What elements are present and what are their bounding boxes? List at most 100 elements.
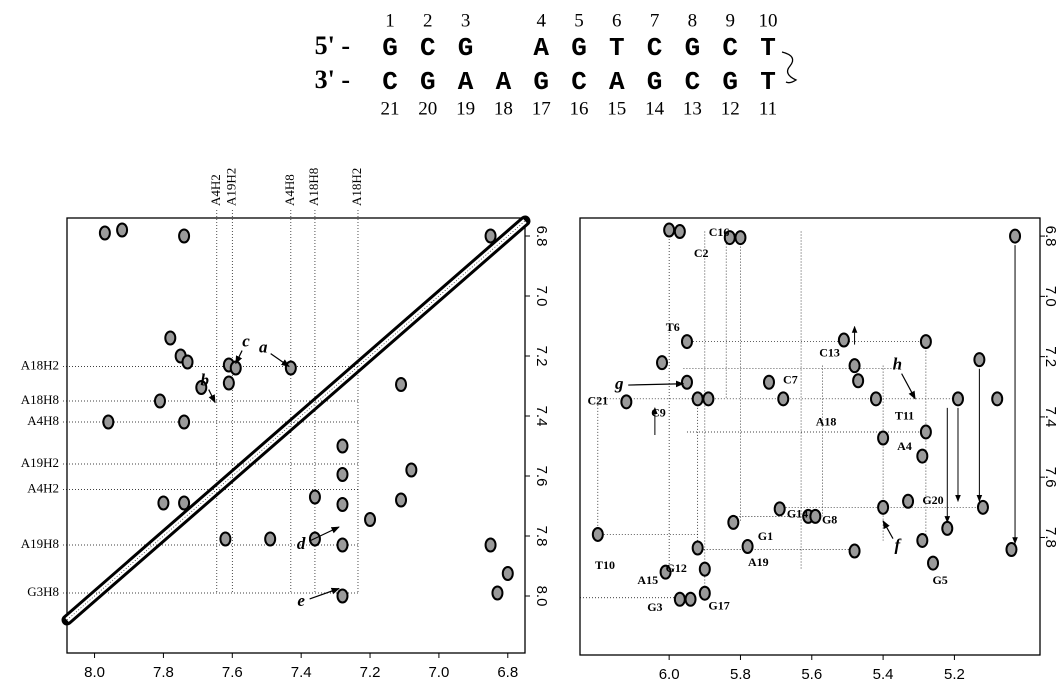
cross-peak (921, 335, 931, 348)
cross-peak (878, 501, 888, 514)
base-number: 10 (759, 10, 778, 31)
annotation-letter: f (895, 535, 903, 554)
base-number: 15 (607, 98, 626, 119)
annotation-arrow (310, 589, 339, 599)
cross-peak (179, 416, 189, 429)
cross-peak (743, 540, 753, 553)
cross-peak (871, 392, 881, 405)
h-guide-label: A4H8 (27, 413, 59, 428)
base-number: 2 (423, 10, 433, 31)
cross-peak (682, 376, 692, 389)
peak-label: A15 (637, 573, 658, 587)
cross-peak (265, 533, 275, 546)
x-tick-label: 5.2 (944, 666, 965, 683)
cross-peak (117, 224, 127, 237)
cross-peak (337, 590, 347, 603)
base-number: 7 (650, 10, 660, 31)
cross-peak (850, 359, 860, 372)
base-number: 11 (759, 98, 777, 119)
base-number: 12 (721, 98, 740, 119)
x-tick-label: 7.6 (222, 664, 243, 681)
annotation-letter: d (297, 534, 306, 553)
x-tick-label: 5.8 (730, 666, 751, 683)
peak-label: T6 (666, 320, 680, 334)
peak-label: G12 (666, 561, 687, 575)
base: G (382, 33, 398, 63)
peak-label: G20 (922, 493, 943, 507)
base-number: 6 (612, 10, 622, 31)
cross-peak (158, 497, 168, 510)
base: A (458, 67, 474, 97)
cross-peak (778, 392, 788, 405)
cross-peak (675, 225, 685, 238)
base-number: 14 (645, 98, 665, 119)
x-tick-label: 7.4 (291, 664, 312, 681)
annotation-arrow (236, 351, 242, 364)
cross-peak (917, 450, 927, 463)
cross-peak (735, 231, 745, 244)
x-tick-label: 7.8 (153, 664, 174, 681)
y-tick-label: 7.4 (533, 406, 550, 427)
cross-peak (878, 432, 888, 445)
cross-peak (179, 497, 189, 510)
base-number: 5 (574, 10, 584, 31)
v-guide-label: A19H2 (223, 168, 238, 206)
plot-frame (580, 218, 1040, 655)
cross-peak (220, 533, 230, 546)
cross-peak (486, 539, 496, 552)
x-tick-label: 6.8 (497, 664, 518, 681)
cross-peak (764, 376, 774, 389)
base: G (533, 67, 549, 97)
base: C (571, 67, 587, 97)
y-tick-label: 7.6 (533, 466, 550, 487)
peak-label: G3 (647, 600, 662, 614)
cross-peak (337, 468, 347, 481)
base-number: 21 (381, 98, 400, 119)
cross-peak (406, 464, 416, 477)
peak-label: C16 (709, 225, 730, 239)
base: T (760, 33, 776, 63)
base-number: 9 (725, 10, 735, 31)
annotation-letter: g (614, 374, 624, 393)
cross-peak (917, 534, 927, 547)
cross-peak (703, 392, 713, 405)
peak-label: G14 (787, 507, 808, 521)
cross-peak (365, 513, 375, 526)
x-tick-label: 7.0 (428, 664, 449, 681)
base: C (722, 33, 738, 63)
peak-label: C13 (819, 345, 840, 359)
annotation-arrow (271, 354, 289, 367)
h-guide-label: A19H2 (21, 455, 59, 470)
cross-peak (165, 332, 175, 345)
figure: 5' - 3' - GCGAGTCGCT12345678910CGAAGCAGC… (0, 0, 1061, 689)
h-guide-label: A18H2 (21, 357, 59, 372)
base: A (609, 67, 625, 97)
cross-peak (978, 501, 988, 514)
cross-peak (179, 230, 189, 243)
cross-peak (921, 425, 931, 438)
annotation-letter: a (259, 337, 268, 356)
base-number: 8 (688, 10, 698, 31)
base-number: 4 (536, 10, 546, 31)
base-number: 17 (532, 98, 551, 119)
cross-peak (903, 495, 913, 508)
annotation-arrow (902, 374, 916, 399)
strand1-prefix: 5' - (315, 31, 350, 60)
cross-peak (992, 392, 1002, 405)
cross-peak (693, 392, 703, 405)
cross-peak (621, 395, 631, 408)
peak-label: A4 (897, 439, 912, 453)
cross-peak (492, 587, 502, 600)
annotation-letter: b (200, 370, 209, 389)
base: G (685, 33, 701, 63)
cross-peak (657, 356, 667, 369)
annotation-letter: c (242, 331, 250, 350)
peak-label: C2 (694, 246, 709, 260)
v-guide-label: A4H8 (282, 174, 297, 206)
cross-peak (183, 356, 193, 369)
base-number: 13 (683, 98, 702, 119)
x-tick-label: 7.2 (360, 664, 381, 681)
base-number: 18 (494, 98, 513, 119)
cross-peak (155, 395, 165, 408)
annotation-letter: h (893, 355, 902, 374)
